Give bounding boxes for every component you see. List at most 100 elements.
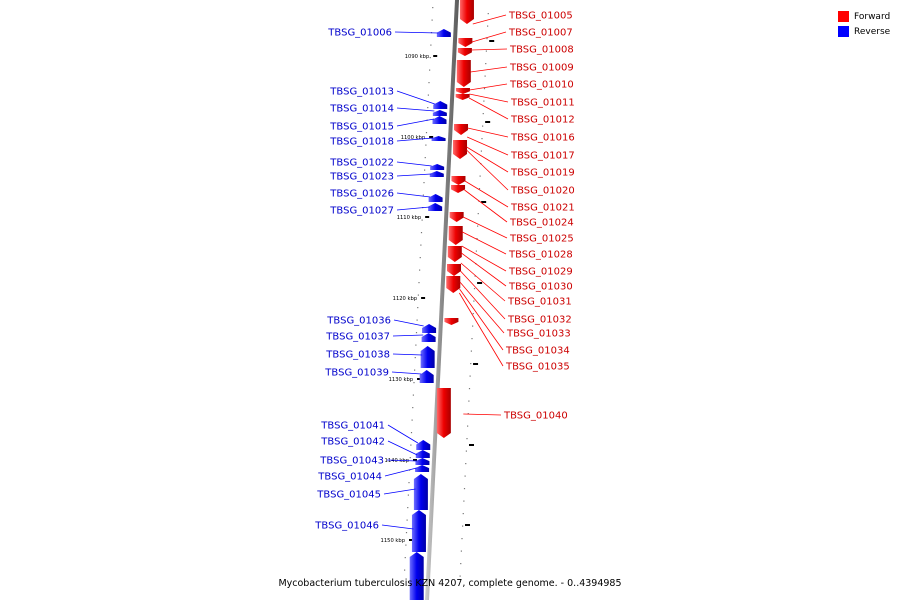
minor-tick-right <box>485 50 487 52</box>
minor-tick-right <box>465 463 467 465</box>
forward-leader-line <box>469 83 508 91</box>
minor-tick-right <box>482 113 484 115</box>
forward-leader-line <box>461 252 507 287</box>
minor-tick-left <box>416 319 418 321</box>
forward-gene-arrow <box>451 176 466 185</box>
forward-leader-line <box>459 292 504 367</box>
reverse-gene-label: TBSG_01015 <box>329 122 394 133</box>
reverse-gene-label: TBSG_01038 <box>325 350 390 361</box>
minor-tick-left <box>431 19 433 21</box>
forward-gene-arrow <box>446 276 461 293</box>
reverse-gene-arrow <box>415 458 430 465</box>
reverse-gene-arrow <box>422 324 437 333</box>
reverse-gene-label: TBSG_01041 <box>320 421 385 432</box>
minor-tick-right <box>487 25 489 27</box>
reverse-gene-label: TBSG_01036 <box>326 316 391 327</box>
minor-tick-right <box>462 525 464 527</box>
forward-gene-arrow <box>454 124 469 135</box>
forward-gene-arrow <box>455 94 470 100</box>
forward-gene-arrow <box>448 226 463 245</box>
minor-tick-right <box>473 288 476 290</box>
forward-gene-label: TBSG_01009 <box>509 63 574 74</box>
major-tick-right <box>469 444 474 446</box>
forward-gene-label: TBSG_01034 <box>505 346 570 357</box>
forward-gene-label: TBSG_01012 <box>510 115 575 126</box>
reverse-gene-arrow <box>416 440 431 450</box>
minor-tick-right <box>482 125 484 127</box>
minor-tick-right <box>467 413 469 415</box>
forward-gene-arrow <box>455 88 470 94</box>
major-tick-right <box>465 524 470 526</box>
major-tick-left <box>421 297 426 299</box>
forward-gene-arrow <box>457 48 472 56</box>
reverse-leader-line <box>384 467 417 477</box>
minor-tick-left <box>429 57 431 59</box>
forward-leader-line <box>468 97 509 120</box>
minor-tick-right <box>478 188 481 190</box>
forward-leader-line <box>470 66 508 73</box>
major-tick-left <box>429 136 434 138</box>
reverse-gene-arrow <box>428 194 443 202</box>
reverse-gene-arrow <box>419 370 434 383</box>
forward-leader-line <box>460 262 506 302</box>
minor-tick-left <box>419 257 421 259</box>
forward-gene-label: TBSG_01028 <box>508 250 573 261</box>
reverse-leader-line <box>387 440 418 456</box>
legend: Forward Reverse <box>838 9 890 39</box>
reverse-leader-line <box>387 424 419 444</box>
major-tick-right <box>485 121 491 123</box>
minor-tick-left <box>421 219 423 221</box>
minor-tick-left <box>418 282 420 284</box>
minor-tick-left <box>412 394 414 396</box>
scale-label: 1140 kbp <box>385 458 410 464</box>
forward-leader-line <box>471 48 508 51</box>
major-tick-right <box>481 201 487 203</box>
reverse-gene-label: TBSG_01014 <box>329 104 394 115</box>
reverse-gene-label: TBSG_01039 <box>324 368 389 379</box>
reverse-leader-line <box>396 192 431 198</box>
forward-leader-line <box>466 149 509 191</box>
reverse-leader-line <box>391 371 422 375</box>
forward-gene-label: TBSG_01021 <box>510 203 575 214</box>
forward-leader-line <box>460 270 506 320</box>
reverse-gene-arrow <box>415 450 430 458</box>
reverse-gene-arrow <box>429 171 444 177</box>
minor-tick-left <box>408 482 410 484</box>
minor-tick-right <box>474 275 476 277</box>
forward-gene-label: TBSG_01032 <box>507 315 572 326</box>
minor-tick-right <box>471 338 473 340</box>
forward-gene-label: TBSG_01040 <box>503 411 568 422</box>
forward-gene-label: TBSG_01017 <box>510 151 575 162</box>
reverse-leader-line <box>394 31 439 34</box>
reverse-gene-label: TBSG_01023 <box>329 172 394 183</box>
minor-tick-right <box>460 563 462 565</box>
minor-tick-left <box>407 507 409 509</box>
major-tick-left <box>425 216 430 218</box>
scale-label: 1150 kbp <box>381 538 406 544</box>
minor-tick-right <box>468 388 471 390</box>
forward-gene-label: TBSG_01005 <box>508 11 573 22</box>
forward-gene-arrow <box>456 60 471 87</box>
reverse-leader-line <box>396 206 430 211</box>
reverse-gene-arrow <box>433 101 448 109</box>
gene-labels: TBSG_01005 TBSG_01007 TBSG_01008 TBSG_01009… <box>314 11 574 532</box>
minor-tick-left <box>424 157 426 159</box>
major-tick-left <box>433 55 438 57</box>
reverse-leader-line <box>386 459 417 462</box>
forward-gene-arrow <box>451 185 466 193</box>
reverse-gene-label: TBSG_01045 <box>316 490 381 501</box>
minor-tick-right <box>467 425 469 427</box>
reverse-gene-label: TBSG_01006 <box>327 28 392 39</box>
minor-tick-left <box>410 432 413 434</box>
minor-tick-left <box>405 532 408 534</box>
minor-tick-right <box>487 13 489 15</box>
gene-features <box>409 0 474 600</box>
minor-tick-right <box>476 238 478 240</box>
minor-tick-right <box>470 363 472 365</box>
reverse-gene-arrow <box>436 29 451 37</box>
reverse-gene-arrow <box>430 164 445 170</box>
minor-tick-right <box>485 63 487 65</box>
forward-leader-line <box>466 136 509 156</box>
forward-leader-line <box>461 245 507 272</box>
minor-tick-left <box>432 7 434 9</box>
